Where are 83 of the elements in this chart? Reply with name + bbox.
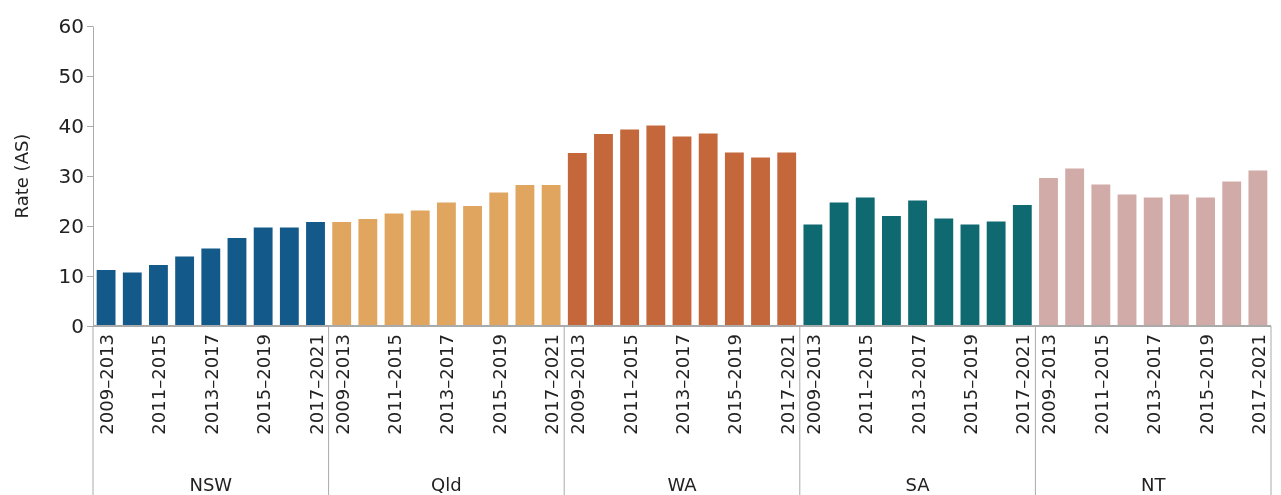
bar [908, 200, 928, 326]
bar [541, 185, 561, 326]
x-tick-label: 2013–2017 [200, 334, 222, 435]
bar [803, 224, 823, 326]
bar [1065, 168, 1085, 326]
bar [384, 213, 404, 326]
bar [986, 221, 1006, 326]
x-tick-label: 2015–2019 [724, 334, 746, 435]
bar [515, 185, 535, 326]
y-tick-label: 0 [71, 313, 84, 338]
x-tick-label: 2017–2021 [1012, 334, 1034, 435]
bar [1117, 194, 1137, 326]
bar [934, 218, 954, 326]
text: WA [667, 474, 698, 495]
x-tick-label: 2015–2019 [488, 334, 510, 435]
bar [253, 227, 273, 326]
bar [306, 222, 325, 326]
x-tick-label: 2017–2021 [305, 334, 327, 435]
text: SA [905, 474, 931, 495]
bar [489, 192, 509, 326]
bar [410, 210, 430, 326]
x-tick-label: 2013–2017 [907, 334, 929, 435]
bar [620, 129, 640, 326]
bar [829, 202, 849, 326]
x-tick-label: 2017–2021 [1247, 334, 1269, 435]
bar [279, 227, 299, 326]
x-tick-label: 2013–2017 [436, 334, 458, 435]
bar [1248, 170, 1268, 326]
bar [855, 197, 875, 326]
bar [1039, 178, 1058, 326]
bar [463, 206, 482, 326]
x-tick-label: 2013–2017 [1143, 334, 1165, 435]
x-tick-label: 2011–2015 [855, 334, 877, 435]
bar [436, 202, 456, 326]
y-tick-label: 20 [58, 213, 84, 238]
y-tick-label: 60 [58, 13, 84, 38]
x-tick-label: 2015–2019 [959, 334, 981, 435]
bar [332, 222, 352, 326]
y-tick-label: 30 [58, 163, 84, 188]
bar [698, 133, 718, 326]
text: NT [1140, 474, 1167, 495]
bar [227, 238, 247, 326]
bar [149, 265, 168, 326]
bar [1143, 197, 1163, 326]
x-tick-label: 2009–2013 [802, 334, 824, 435]
x-tick-label: 2011–2015 [619, 334, 641, 435]
bar [882, 216, 901, 326]
bar [724, 152, 744, 326]
x-tick-label: 2011–2015 [1090, 334, 1112, 435]
x-tick-label: 2015–2019 [1195, 334, 1217, 435]
bar [1012, 205, 1032, 326]
y-axis-title: Rate (AS) [11, 133, 32, 219]
bar [1196, 197, 1215, 326]
bar [1169, 194, 1189, 326]
bar [567, 153, 587, 326]
bar [358, 219, 378, 326]
x-tick-label: 2009–2013 [567, 334, 589, 435]
bar [777, 152, 797, 326]
bar [122, 272, 142, 326]
bar [646, 125, 666, 326]
x-tick-label: 2011–2015 [384, 334, 406, 435]
text: Qld [431, 474, 462, 495]
x-tick-label: 2009–2013 [331, 334, 353, 435]
bar [751, 157, 770, 326]
text: NSW [189, 474, 233, 495]
y-tick-label: 40 [58, 113, 84, 138]
bar [1091, 184, 1111, 326]
bar [672, 136, 692, 326]
bar [1222, 181, 1242, 326]
x-tick-label: 2015–2019 [253, 334, 275, 435]
bar [175, 256, 195, 326]
y-tick-label: 10 [58, 263, 84, 288]
y-tick-label: 50 [58, 63, 84, 88]
bar [96, 270, 116, 326]
bar [594, 134, 613, 326]
bar [201, 248, 221, 326]
x-tick-label: 2013–2017 [672, 334, 693, 435]
bar [960, 224, 980, 326]
x-tick-label: 2011–2015 [148, 334, 170, 435]
x-tick-label: 2009–2013 [96, 334, 118, 435]
x-tick-label: 2017–2021 [541, 334, 563, 435]
x-tick-label: 2009–2013 [1038, 334, 1060, 435]
x-tick-label: 2017–2021 [776, 334, 798, 435]
